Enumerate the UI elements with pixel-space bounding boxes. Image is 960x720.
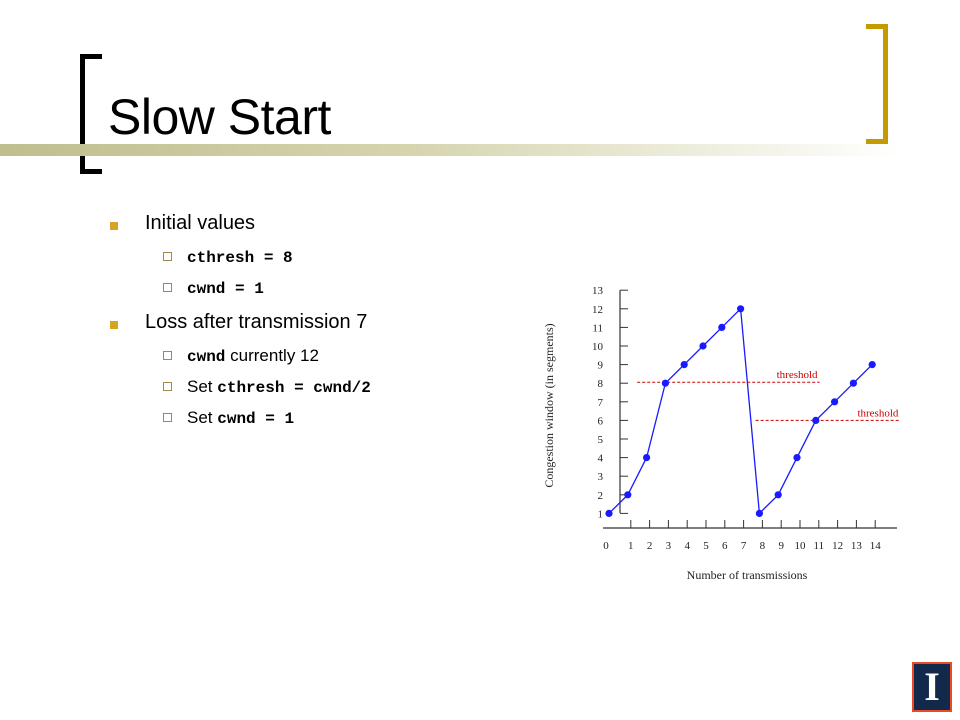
slide-title: Slow Start: [108, 89, 331, 145]
y-tick-label: 2: [598, 490, 604, 502]
university-block-i-icon: I: [924, 664, 940, 709]
sub-bullet-current-cwnd: cwnd currently 12: [108, 340, 528, 371]
x-tick-label: 12: [832, 540, 843, 552]
y-tick-label: 9: [598, 360, 604, 372]
cwnd-data-point: [643, 454, 651, 462]
sub-bullet-set-cwnd: Set cwnd = 1: [108, 402, 528, 433]
y-tick-label: 1: [598, 508, 604, 520]
title-bracket-left: [80, 54, 102, 174]
bullet-loss: Loss after transmission 7: [108, 311, 528, 334]
x-tick-label: 1: [628, 540, 634, 552]
cwnd-data-point: [680, 361, 688, 369]
cwnd-data-point: [755, 509, 763, 517]
cwnd-data-point: [868, 361, 876, 369]
x-tick-label: 5: [703, 540, 709, 552]
sub-bullet-cthresh: cthresh = 8: [108, 241, 528, 272]
square-bullet-icon: [163, 351, 172, 360]
y-tick-label: 12: [592, 304, 603, 316]
square-bullet-icon: [163, 382, 172, 391]
x-tick-label: 6: [722, 540, 728, 552]
cwnd-data-point: [812, 416, 820, 424]
sub-bullet-prefix: Set: [187, 408, 218, 427]
square-bullet-icon: [163, 252, 172, 261]
sub-bullet-code: cwnd = 1: [187, 280, 264, 298]
cwnd-data-point: [624, 491, 632, 499]
x-tick-label: 2: [647, 540, 653, 552]
bullet-list: Initial values cthresh = 8 cwnd = 1 Loss…: [108, 212, 528, 433]
x-tick-label: 0: [603, 540, 609, 552]
cwnd-data-point: [737, 305, 745, 313]
square-bullet-icon: [163, 413, 172, 422]
cwnd-data-point: [831, 398, 839, 406]
threshold-label: threshold: [857, 407, 898, 419]
y-tick-label: 5: [598, 434, 604, 446]
sub-bullet-code: cwnd = 1: [217, 410, 295, 428]
sub-bullet-set-cthresh: Set cthresh = cwnd/2: [108, 371, 528, 402]
cwnd-series-line: [608, 307, 873, 515]
y-tick-label: 11: [592, 322, 603, 334]
cwnd-data-point: [774, 491, 782, 499]
cwnd-data-point: [849, 379, 857, 387]
x-tick-label: 3: [666, 540, 672, 552]
x-tick-label: 7: [741, 540, 747, 552]
university-logo: I: [912, 662, 952, 712]
cwnd-data-point: [699, 342, 707, 350]
x-tick-label: 14: [870, 540, 882, 552]
y-tick-label: 6: [598, 415, 604, 427]
sub-bullet-code: cwnd: [187, 348, 226, 366]
sub-bullet-code: cthresh = cwnd/2: [217, 379, 371, 397]
x-tick-label: 10: [795, 540, 807, 552]
sub-bullet-prefix: Set: [187, 377, 218, 396]
x-axis-title: Number of transmissions: [687, 568, 808, 582]
threshold-label: threshold: [777, 369, 818, 381]
y-tick-label: 3: [598, 471, 604, 483]
title-underline-bar: [0, 144, 900, 156]
square-bullet-icon: [163, 283, 172, 292]
sub-bullet-cwnd: cwnd = 1: [108, 272, 528, 303]
x-tick-label: 13: [851, 540, 863, 552]
x-tick-label: 8: [760, 540, 766, 552]
sub-bullet-suffix: currently 12: [225, 346, 319, 365]
y-axis-title: Congestion window (in segments): [542, 323, 556, 487]
y-tick-label: 4: [598, 453, 604, 465]
y-tick-label: 10: [592, 341, 604, 353]
y-tick-label: 7: [598, 397, 604, 409]
cwnd-data-point: [605, 509, 613, 517]
x-tick-label: 4: [684, 540, 690, 552]
y-tick-label: 8: [598, 378, 604, 390]
cwnd-data-point: [718, 323, 726, 331]
title-bracket-right: [866, 24, 888, 144]
cwnd-data-point: [793, 454, 801, 462]
y-tick-label: 13: [592, 285, 604, 297]
x-tick-label: 9: [778, 540, 784, 552]
cwnd-data-point: [661, 379, 669, 387]
bullet-initial-values: Initial values: [108, 212, 528, 235]
x-tick-label: 11: [814, 540, 825, 552]
sub-bullet-code: cthresh = 8: [187, 249, 293, 267]
